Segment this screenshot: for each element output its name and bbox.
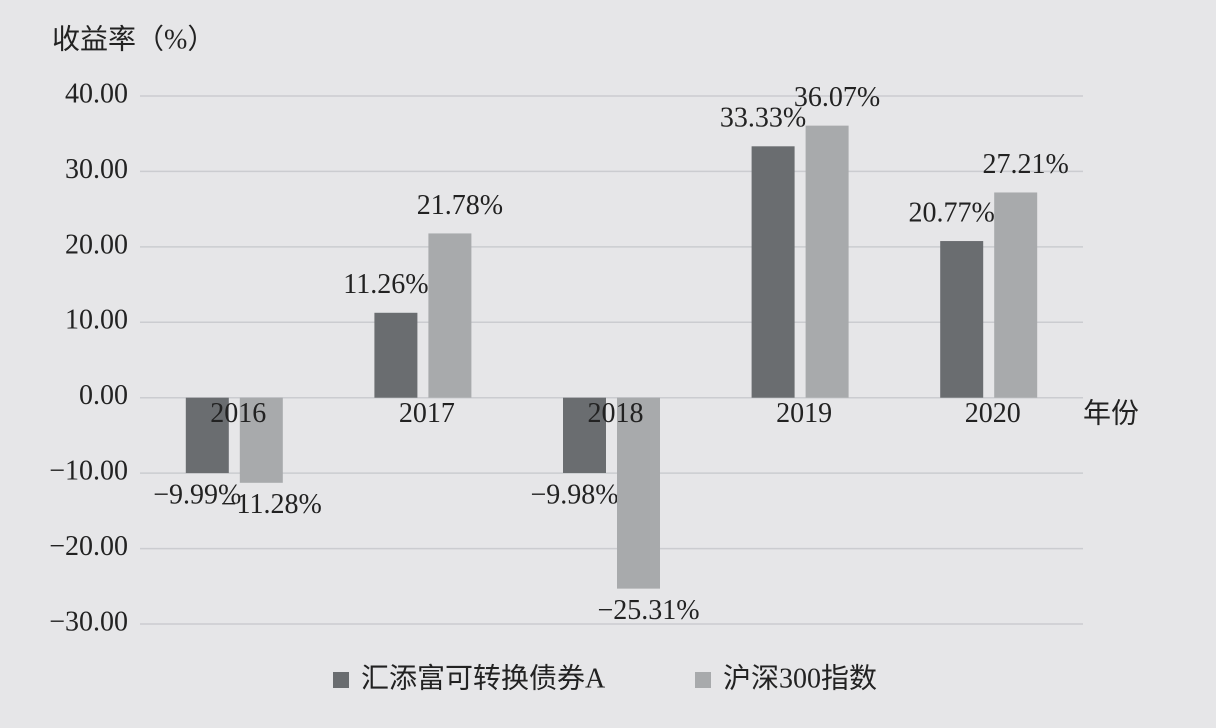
x-tick-label: 2020 <box>965 398 1021 429</box>
x-tick-label: 2018 <box>588 398 644 429</box>
data-label: −11.28% <box>221 489 322 520</box>
y-tick-label: −10.00 <box>49 456 128 487</box>
x-axis-label: 年份 <box>1083 397 1139 429</box>
data-label: 11.26% <box>343 269 428 300</box>
y-tick-label: −20.00 <box>49 531 128 562</box>
legend-swatch <box>695 672 711 688</box>
y-tick-label: 30.00 <box>65 154 128 185</box>
bar <box>563 397 606 473</box>
legend-label: 汇添富可转换债券A <box>361 662 606 694</box>
bar <box>374 312 418 398</box>
data-label: −9.99% <box>153 479 241 510</box>
y-tick-label: 10.00 <box>65 305 128 336</box>
data-label: 36.07% <box>794 82 880 113</box>
data-label: 33.33% <box>720 103 806 134</box>
bar <box>805 125 849 398</box>
x-tick-label: 2016 <box>210 398 266 429</box>
x-tick-label: 2019 <box>776 398 832 429</box>
bar <box>428 233 472 398</box>
bar <box>940 241 984 398</box>
data-label: −25.31% <box>597 595 699 626</box>
bar <box>185 397 229 474</box>
y-tick-label: 0.00 <box>79 380 128 411</box>
x-tick-label: 2017 <box>399 398 455 429</box>
legend-label: 沪深300指数 <box>723 662 877 694</box>
y-axis-label: 收益率（%） <box>52 23 215 55</box>
y-tick-label: 40.00 <box>65 78 128 109</box>
legend-swatch <box>333 672 349 688</box>
y-tick-label: −30.00 <box>49 606 128 637</box>
bar <box>994 192 1038 398</box>
bar <box>751 146 795 398</box>
bar <box>617 397 660 589</box>
bar <box>239 397 283 483</box>
data-label: 20.77% <box>909 197 995 228</box>
y-tick-label: 20.00 <box>65 229 128 260</box>
data-label: 27.21% <box>983 149 1069 180</box>
data-label: −9.98% <box>530 479 618 510</box>
data-label: 21.78% <box>417 190 503 221</box>
